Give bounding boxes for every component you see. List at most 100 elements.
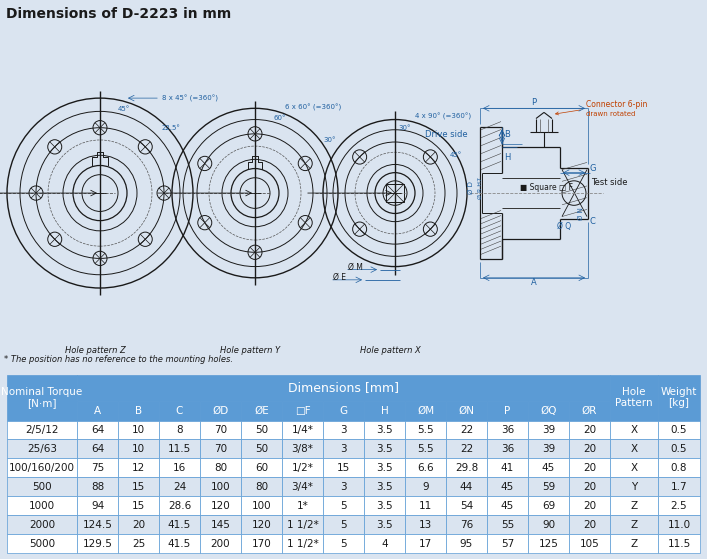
Text: 64: 64 [91,444,104,454]
Text: 64: 64 [91,425,104,435]
Text: Nominal Torque
[N·m]: Nominal Torque [N·m] [1,387,83,409]
Bar [569,458,610,477]
Bar [610,515,658,534]
Text: 3/8*: 3/8* [291,444,313,454]
Bar [446,515,487,534]
Bar [77,534,118,553]
Bar [405,515,446,534]
Text: 3: 3 [340,444,347,454]
Text: 120: 120 [252,520,271,529]
Bar [118,515,159,534]
Bar [610,420,658,439]
Bar [77,439,118,458]
Text: 29.8: 29.8 [455,463,478,473]
Bar [241,401,282,420]
Bar [610,477,658,496]
Text: 95: 95 [460,538,473,548]
Text: 125: 125 [539,538,559,548]
Bar [7,439,77,458]
Text: 100: 100 [211,482,230,492]
Bar [569,515,610,534]
Text: X: X [631,463,638,473]
Text: Hole pattern Y: Hole pattern Y [220,347,280,356]
Text: 70: 70 [214,425,227,435]
Text: 24: 24 [173,482,186,492]
Text: 5: 5 [340,538,347,548]
Text: 20: 20 [583,501,596,511]
Bar [569,534,610,553]
Bar [528,401,569,420]
Bar [282,458,323,477]
Bar [200,515,241,534]
Text: 45: 45 [501,501,514,511]
Bar [658,477,700,496]
Text: 20: 20 [132,520,145,529]
Text: Y: Y [631,482,637,492]
Text: ØN: ØN [459,406,474,415]
Text: Z: Z [631,538,638,548]
Text: 2000: 2000 [29,520,55,529]
Text: 50: 50 [255,444,268,454]
Bar [528,534,569,553]
Text: 3/4*: 3/4* [291,482,313,492]
Text: 17: 17 [419,538,432,548]
Bar [159,401,200,420]
Bar [658,534,700,553]
Text: 100: 100 [252,501,271,511]
Text: 60°: 60° [273,115,286,121]
Bar [282,401,323,420]
Text: Z: Z [631,501,638,511]
Text: A: A [531,278,537,287]
Text: 20: 20 [583,444,596,454]
Bar [241,420,282,439]
Text: 11.0: 11.0 [667,520,691,529]
Bar [7,496,77,515]
Text: 36: 36 [501,425,514,435]
Text: 170: 170 [252,538,271,548]
Text: 0.5: 0.5 [671,425,687,435]
Text: 6 x 60° (=360°): 6 x 60° (=360°) [285,103,341,111]
Text: 11.5: 11.5 [667,538,691,548]
Bar [446,496,487,515]
Bar [405,439,446,458]
Bar [528,439,569,458]
Text: 20: 20 [583,463,596,473]
Bar [610,375,658,420]
Bar [159,515,200,534]
Text: 76: 76 [460,520,473,529]
Text: X: X [631,425,638,435]
Text: drawn rotated: drawn rotated [586,111,636,117]
Bar [200,477,241,496]
Bar [200,439,241,458]
Text: 500: 500 [33,482,52,492]
Text: 57: 57 [501,538,514,548]
Text: ØR: ØR [582,406,597,415]
Bar [118,401,159,420]
Bar [364,420,405,439]
Text: 3: 3 [340,425,347,435]
Text: 5: 5 [340,520,347,529]
Bar [528,515,569,534]
Text: Ø R H7: Ø R H7 [478,177,483,199]
Text: 10: 10 [132,425,145,435]
Text: A: A [94,406,101,415]
Text: Dimensions of D-2223 in mm: Dimensions of D-2223 in mm [6,7,231,21]
Bar [282,534,323,553]
Bar [323,515,364,534]
Text: 8 x 45° (=360°): 8 x 45° (=360°) [162,94,218,102]
Text: 5.5: 5.5 [417,444,434,454]
Bar [200,534,241,553]
Bar [200,401,241,420]
Text: 145: 145 [211,520,230,529]
Text: 11: 11 [419,501,432,511]
Bar [159,477,200,496]
Text: 10: 10 [132,444,145,454]
Text: 3.5: 3.5 [376,463,393,473]
Bar [364,496,405,515]
Text: Connector 6-pin: Connector 6-pin [556,100,648,115]
Text: 94: 94 [91,501,104,511]
Text: 22: 22 [460,425,473,435]
Bar [7,375,77,420]
Text: 60: 60 [255,463,268,473]
Bar [241,439,282,458]
